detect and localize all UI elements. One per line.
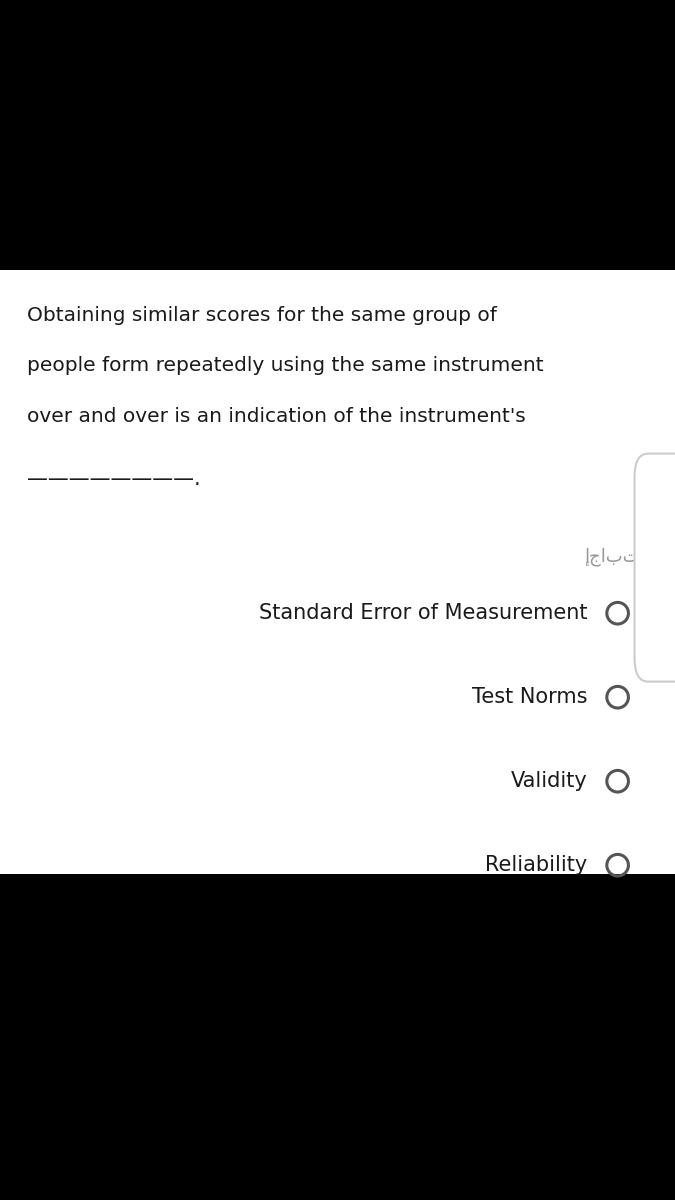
Text: إجابتك: إجابتك [585, 547, 655, 565]
Text: Test Norms: Test Norms [472, 688, 587, 707]
Text: Obtaining similar scores for the same group of: Obtaining similar scores for the same gr… [27, 306, 497, 325]
Text: Reliability: Reliability [485, 856, 587, 875]
FancyBboxPatch shape [634, 454, 675, 682]
Text: people form repeatedly using the same instrument: people form repeatedly using the same in… [27, 356, 543, 376]
Text: Standard Error of Measurement: Standard Error of Measurement [259, 604, 587, 623]
Text: over and over is an indication of the instrument's: over and over is an indication of the in… [27, 407, 526, 426]
FancyBboxPatch shape [0, 270, 675, 874]
Text: ————————.: ————————. [27, 469, 200, 490]
Text: Validity: Validity [510, 772, 587, 791]
